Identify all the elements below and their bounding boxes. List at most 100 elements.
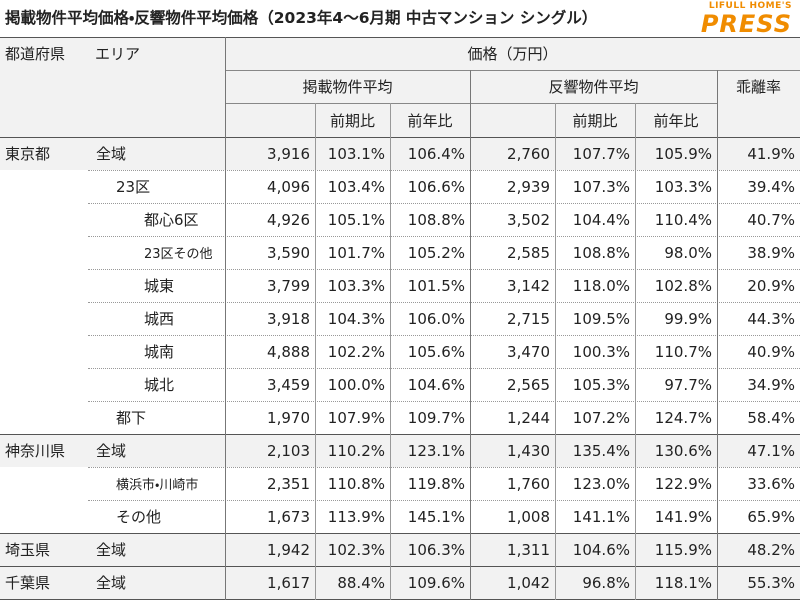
header-bg (0, 37, 800, 137)
value: 2,585 (507, 243, 550, 262)
rule (315, 103, 316, 600)
value: 40.9% (747, 342, 795, 361)
prefecture: 埼玉県 (5, 541, 51, 559)
row-bg (0, 566, 800, 599)
rule (0, 533, 800, 534)
prefecture: 千葉県 (5, 574, 51, 592)
value: 1,970 (267, 408, 310, 427)
rule (635, 103, 636, 600)
value: 55.3% (747, 573, 795, 592)
value: 113.9% (327, 507, 385, 526)
value: 39.4% (747, 177, 795, 196)
prefecture: 神奈川県 (5, 442, 66, 460)
value: 124.7% (654, 408, 712, 427)
value: 1,942 (267, 540, 310, 559)
value: 2,351 (267, 474, 310, 493)
logo-main: PRESS (700, 10, 792, 38)
value: 107.7% (572, 144, 630, 163)
value: 96.8% (582, 573, 630, 592)
value: 1,673 (267, 507, 310, 526)
column-header: 掲載物件平均 (302, 78, 393, 96)
row-bg (0, 137, 800, 170)
value: 3,470 (507, 342, 550, 361)
value: 41.9% (747, 144, 795, 163)
value: 1,008 (507, 507, 550, 526)
value: 102.8% (654, 276, 712, 295)
area: 横浜市・川崎市 (116, 478, 199, 493)
value: 4,096 (267, 177, 310, 196)
rule (0, 434, 800, 435)
value: 58.4% (747, 408, 795, 427)
value: 106.6% (407, 177, 465, 196)
rule (88, 269, 800, 270)
column-header: 前年比 (407, 111, 453, 130)
value: 105.9% (654, 144, 712, 163)
area: 城北 (144, 376, 175, 394)
value: 20.9% (747, 276, 795, 295)
value: 101.5% (407, 276, 465, 295)
value: 130.6% (654, 441, 712, 460)
rule (717, 70, 718, 600)
rule (0, 37, 800, 38)
value: 122.9% (654, 474, 712, 493)
rule (88, 467, 800, 468)
value: 107.3% (572, 177, 630, 196)
value: 105.1% (327, 210, 385, 229)
rule (390, 103, 391, 600)
area: 全域 (96, 574, 127, 592)
value: 123.0% (572, 474, 630, 493)
value: 65.9% (747, 507, 795, 526)
value: 3,916 (267, 144, 310, 163)
value: 4,888 (267, 342, 310, 361)
column-header: 前期比 (572, 111, 618, 130)
area: 城西 (144, 310, 175, 328)
value: 40.7% (747, 210, 795, 229)
rule (88, 335, 800, 336)
value: 38.9% (747, 243, 795, 262)
value: 1,760 (507, 474, 550, 493)
rule (0, 566, 800, 567)
prefecture: 東京都 (5, 145, 51, 163)
rule (88, 236, 800, 237)
value: 1,617 (267, 573, 310, 592)
value: 105.6% (407, 342, 465, 361)
value: 102.2% (327, 342, 385, 361)
value: 145.1% (407, 507, 465, 526)
rule (88, 500, 800, 501)
column-header: 都道府県 (5, 45, 66, 63)
value: 103.4% (327, 177, 385, 196)
value: 47.1% (747, 441, 795, 460)
area: 全域 (96, 541, 127, 559)
value: 44.3% (747, 309, 795, 328)
value: 3,918 (267, 309, 310, 328)
value: 104.3% (327, 309, 385, 328)
value: 33.6% (747, 474, 795, 493)
column-header: エリア (95, 45, 141, 63)
value: 141.1% (572, 507, 630, 526)
value: 2,939 (507, 177, 550, 196)
area: 都下 (116, 409, 147, 427)
value: 107.2% (572, 408, 630, 427)
rule (88, 302, 800, 303)
column-header: 反響物件平均 (548, 78, 639, 96)
value: 106.3% (407, 540, 465, 559)
value: 2,103 (267, 441, 310, 460)
value: 119.8% (407, 474, 465, 493)
row-bg (0, 533, 800, 566)
column-header: 価格（万円） (467, 45, 558, 63)
rule (225, 37, 226, 600)
value: 103.3% (327, 276, 385, 295)
value: 3,459 (267, 375, 310, 394)
value: 108.8% (572, 243, 630, 262)
value: 1,430 (507, 441, 550, 460)
value: 104.6% (407, 375, 465, 394)
value: 106.4% (407, 144, 465, 163)
column-header: 前年比 (653, 111, 699, 130)
value: 110.7% (654, 342, 712, 361)
rule (88, 368, 800, 369)
value: 2,715 (507, 309, 550, 328)
value: 102.3% (327, 540, 385, 559)
value: 103.1% (327, 144, 385, 163)
area: 23区その他 (144, 247, 213, 262)
